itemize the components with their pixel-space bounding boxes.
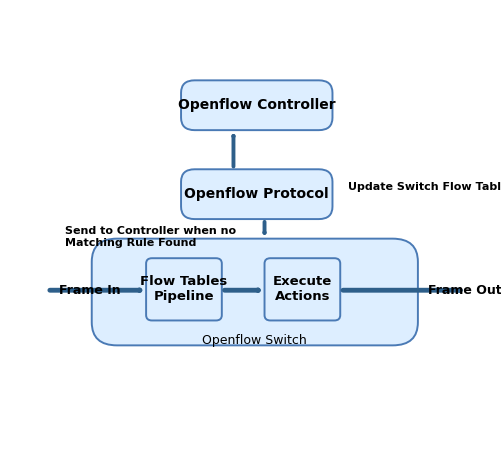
FancyBboxPatch shape (265, 258, 340, 321)
Text: Openflow Controller: Openflow Controller (178, 98, 336, 112)
FancyBboxPatch shape (146, 258, 222, 321)
Text: Frame Out: Frame Out (427, 284, 501, 297)
Text: Send to Controller when no
Matching Rule Found: Send to Controller when no Matching Rule… (65, 226, 235, 248)
Text: Openflow Protocol: Openflow Protocol (184, 187, 329, 201)
Text: Execute
Actions: Execute Actions (273, 275, 332, 304)
Text: Frame In: Frame In (59, 284, 120, 297)
Text: Update Switch Flow Tables: Update Switch Flow Tables (348, 182, 501, 192)
FancyBboxPatch shape (181, 169, 333, 219)
FancyBboxPatch shape (181, 80, 333, 130)
Text: Openflow Switch: Openflow Switch (202, 334, 307, 346)
Text: Flow Tables
Pipeline: Flow Tables Pipeline (140, 275, 227, 304)
FancyBboxPatch shape (92, 239, 418, 346)
